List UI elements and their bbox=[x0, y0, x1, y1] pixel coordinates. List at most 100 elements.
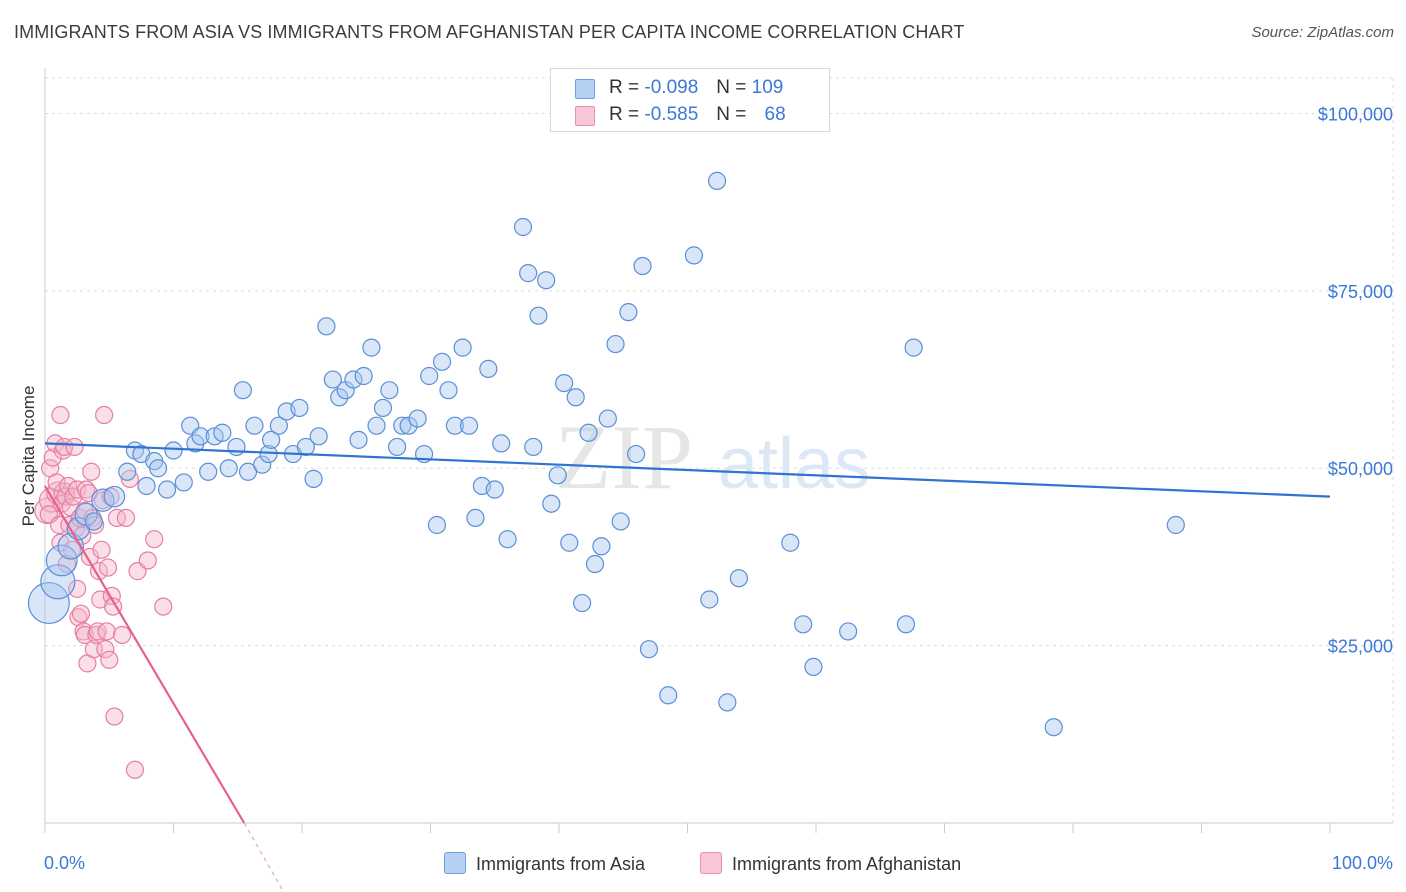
chart-title: IMMIGRANTS FROM ASIA VS IMMIGRANTS FROM … bbox=[14, 22, 965, 42]
asia-point bbox=[191, 427, 210, 446]
x-tick-label-min: 0.0% bbox=[44, 853, 85, 873]
asia-point bbox=[408, 409, 427, 428]
asia-point bbox=[344, 370, 363, 389]
asia-point bbox=[399, 416, 418, 435]
afghanistan-point bbox=[101, 487, 120, 506]
correlation-legend: R = -0.098 N = 109 R = -0.585 N = 68 bbox=[550, 68, 830, 132]
afghanistan-point bbox=[71, 604, 91, 623]
asia-point bbox=[174, 473, 193, 492]
asia-point bbox=[684, 246, 704, 265]
asia-point bbox=[45, 544, 78, 577]
asia-point bbox=[219, 459, 238, 478]
asia-point bbox=[466, 508, 485, 528]
asia-point bbox=[626, 444, 646, 464]
afghanistan-point bbox=[104, 597, 123, 616]
asia-point bbox=[432, 352, 452, 371]
asia-point bbox=[579, 423, 598, 442]
afghanistan-point bbox=[95, 405, 114, 425]
afghanistan-point bbox=[100, 650, 119, 669]
asia-point bbox=[1166, 515, 1185, 535]
afghanistan-trend-line bbox=[44, 485, 246, 824]
asia-point bbox=[524, 437, 543, 457]
afghanistan-point bbox=[51, 533, 70, 552]
asia-point bbox=[40, 564, 76, 600]
asia-point bbox=[253, 455, 272, 474]
asia-point bbox=[639, 640, 659, 659]
asia-point bbox=[317, 317, 336, 336]
trend-lines bbox=[44, 442, 1331, 891]
asia-point bbox=[453, 338, 472, 357]
afghanistan-legend-label: Immigrants from Afghanistan bbox=[732, 854, 962, 874]
asia-point bbox=[445, 416, 465, 435]
y-axis-label: Per Capita Income bbox=[19, 386, 38, 527]
asia-point bbox=[84, 512, 103, 531]
asia-point bbox=[794, 615, 813, 634]
asia-point bbox=[91, 488, 115, 512]
afghanistan-point bbox=[125, 760, 145, 779]
asia-point bbox=[592, 537, 611, 556]
asia-legend-label: Immigrants from Asia bbox=[476, 854, 646, 874]
asia-point bbox=[839, 622, 858, 641]
y-tick-label: $100,000 bbox=[1318, 104, 1393, 124]
asia-point bbox=[309, 427, 328, 446]
asia-point bbox=[227, 437, 246, 457]
asia-point bbox=[354, 366, 373, 386]
watermark: ZIP atlas bbox=[555, 406, 870, 508]
afghanistan-point bbox=[97, 622, 116, 641]
y-tick-label: $75,000 bbox=[1328, 282, 1393, 302]
bottom-legend-asia: Immigrants from Asia bbox=[444, 852, 645, 875]
y-tick-label: $25,000 bbox=[1328, 637, 1393, 657]
asia-point bbox=[27, 582, 70, 625]
asia-point bbox=[700, 590, 719, 609]
asia-point bbox=[904, 338, 923, 357]
afghanistan-point bbox=[43, 448, 62, 467]
afghanistan-point bbox=[59, 476, 78, 496]
asia-swatch bbox=[575, 79, 595, 99]
asia-point bbox=[566, 388, 585, 407]
asia-points bbox=[27, 171, 1185, 737]
asia-point bbox=[804, 657, 823, 677]
asia-r-value: -0.098 bbox=[644, 77, 699, 98]
asia-point bbox=[362, 338, 381, 357]
asia-point bbox=[542, 494, 561, 513]
asia-point bbox=[485, 480, 504, 499]
asia-point bbox=[781, 533, 800, 552]
asia-point bbox=[269, 416, 288, 435]
asia-point bbox=[492, 434, 511, 453]
asia-point bbox=[619, 303, 638, 322]
afghanistan-legend-swatch bbox=[700, 852, 722, 874]
asia-point bbox=[103, 485, 126, 508]
asia-point bbox=[373, 398, 393, 418]
asia-point bbox=[439, 381, 458, 400]
asia-point bbox=[290, 398, 309, 418]
asia-point bbox=[420, 366, 439, 386]
legend-row-afghanistan: R = -0.585 N = 68 bbox=[551, 102, 829, 130]
y-tick-labels: $25,000 $50,000 $75,000 $100,000 bbox=[1318, 104, 1393, 656]
asia-point bbox=[633, 256, 652, 276]
afghanistan-point bbox=[65, 437, 84, 457]
afghanistan-point bbox=[92, 540, 111, 559]
asia-point bbox=[262, 430, 281, 449]
bottom-legend-afghanistan: Immigrants from Afghanistan bbox=[700, 852, 961, 875]
asia-point bbox=[611, 512, 630, 531]
asia-point bbox=[459, 416, 479, 435]
asia-point bbox=[245, 416, 264, 435]
afghanistan-point bbox=[56, 487, 75, 506]
asia-point bbox=[537, 271, 556, 290]
asia-point bbox=[296, 437, 315, 457]
legend-row-asia: R = -0.098 N = 109 bbox=[551, 75, 829, 103]
legend-n-label: N = bbox=[716, 104, 747, 125]
asia-point bbox=[349, 430, 368, 449]
afghanistan-swatch bbox=[575, 106, 595, 126]
asia-point bbox=[896, 615, 916, 634]
afghanistan-point bbox=[80, 547, 100, 567]
asia-point bbox=[427, 515, 447, 535]
afghanistan-point bbox=[105, 707, 124, 726]
legend-r-label: R = bbox=[609, 104, 640, 125]
asia-point bbox=[164, 441, 183, 460]
legend-r-label: R = bbox=[609, 77, 640, 98]
x-tick-label-max: 100.0% bbox=[1332, 853, 1393, 873]
asia-point bbox=[213, 423, 232, 442]
afghanistan-point bbox=[57, 554, 76, 574]
asia-point bbox=[118, 462, 137, 481]
